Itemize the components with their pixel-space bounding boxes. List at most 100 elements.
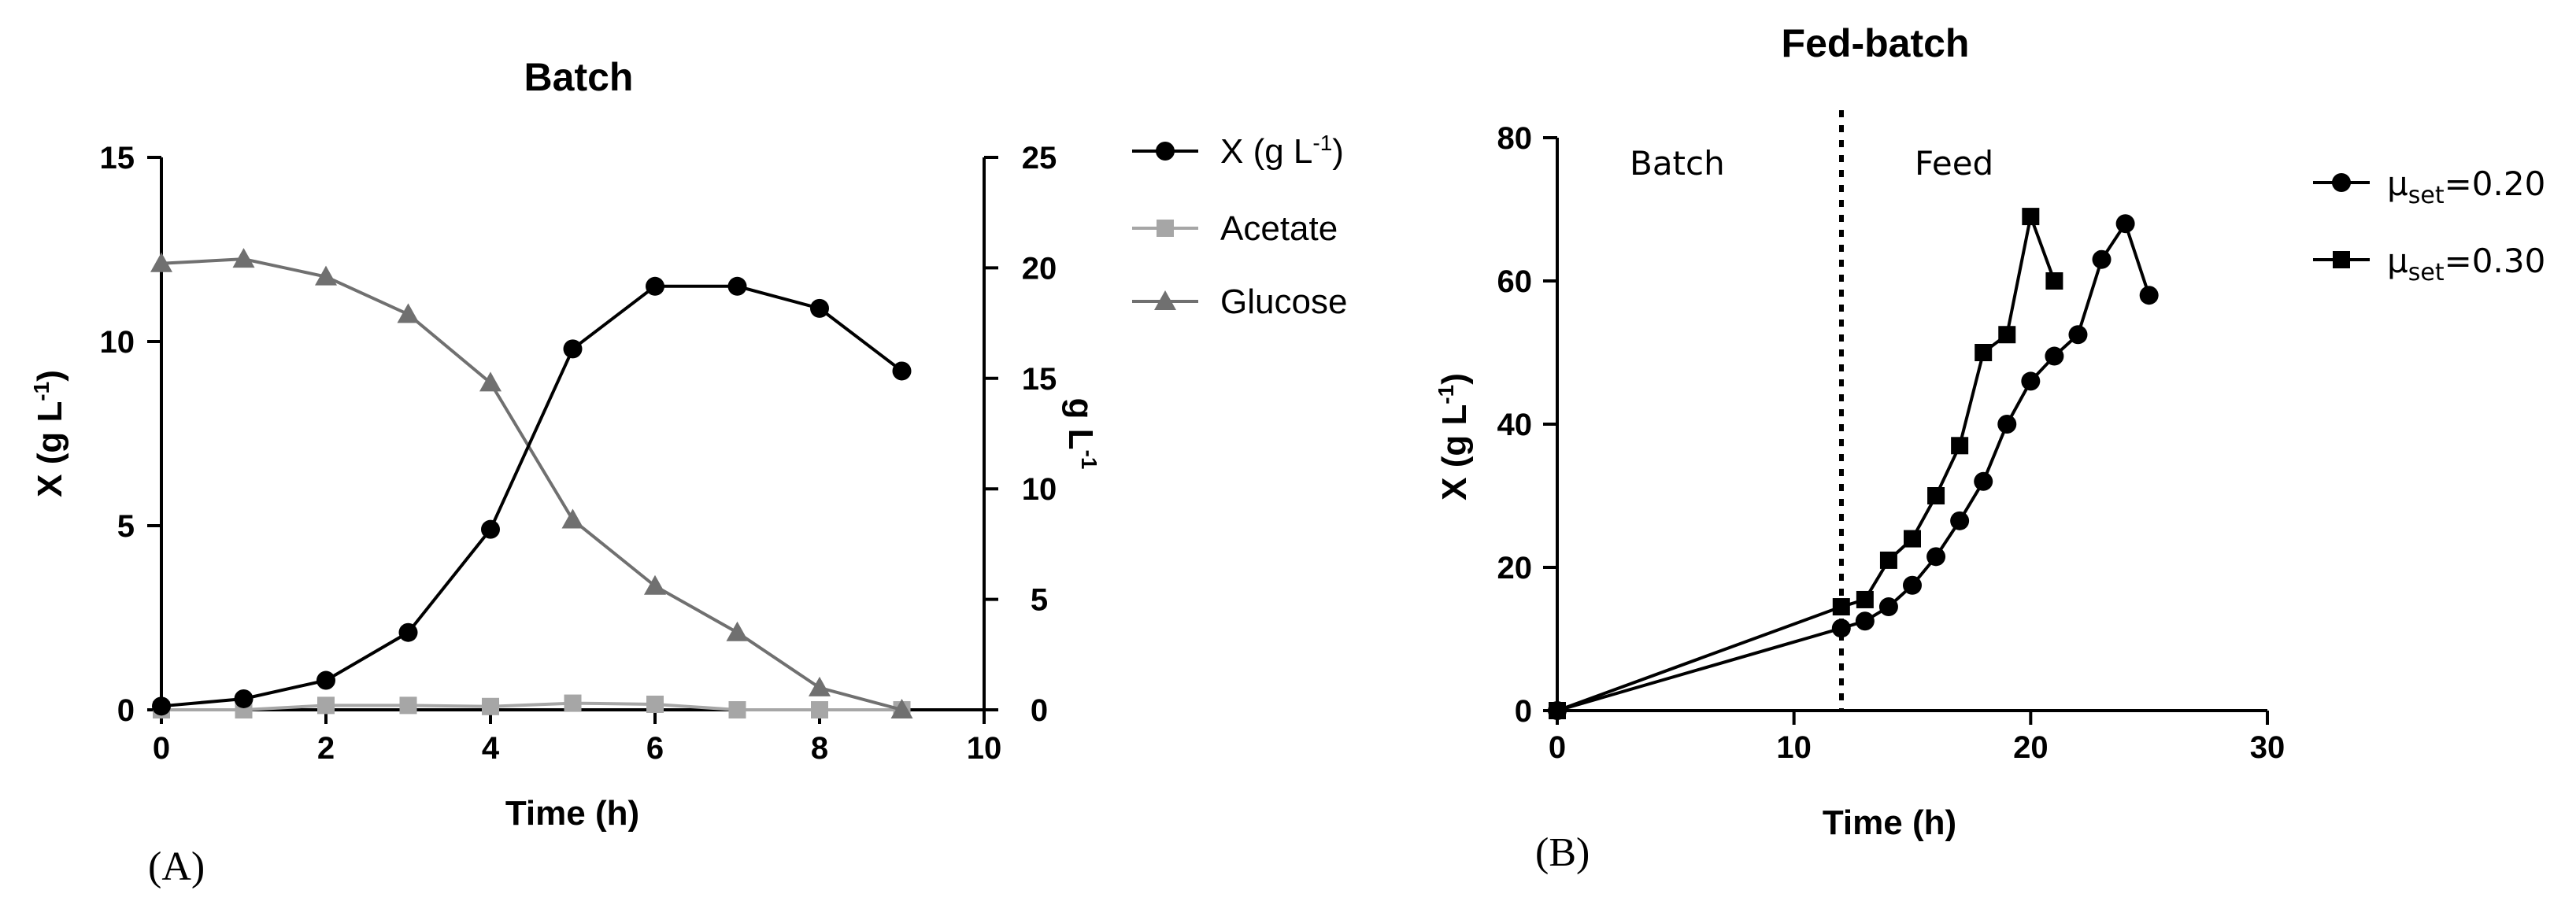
series-glucose-point [150,252,172,272]
series-mu020-point [1974,471,1993,491]
series-mu030-point [1904,530,1921,548]
series-glucose-line [161,257,903,711]
panel-a-xtick-label: 4 [482,731,500,766]
legend-acetate-marker [1157,220,1174,237]
series-glucose-point [315,265,337,286]
panel-b-xtick-label: 20 [2013,730,2049,765]
panel-b-ytick-label: 20 [1497,551,1533,585]
series-mu030-point [2022,208,2040,226]
series-acetate-point [811,701,828,718]
panel-a-legend: X (g L-1) Acetate Glucose [1132,131,1347,321]
series-mu020-line [1556,220,2151,712]
panel-a-y2tick-label: 10 [1022,472,1057,507]
series-acetate-line [161,701,902,711]
series-mu030-point [1879,551,1897,569]
panel-b-ytick-label: 60 [1497,264,1533,299]
panel-a-y2tick-label: 15 [1022,362,1057,397]
series-mu030-point [1549,702,1566,719]
series-x-point [234,689,254,708]
series-glucose-point [561,508,584,529]
series-mu020-point [1878,597,1898,617]
legend-item-mu-020: μset=0.20 [2313,164,2545,209]
series-mu020-point [1997,415,2017,434]
series-acetate-point [728,701,746,718]
series-mu020-point [2092,249,2112,269]
panel-a-y2tick-label: 20 [1022,251,1057,286]
series-acetate-point [399,696,417,715]
series-mu020-point [2139,286,2159,305]
panel-b-ytick-label: 40 [1497,408,1533,442]
panel-b-label: (B) [1535,830,1590,875]
panel-a-y2tick-label: 5 [1031,583,1048,618]
series-mu020-point [2115,214,2135,234]
series-mu020-point [1831,619,1851,638]
legend-x-marker [1156,142,1175,161]
legend-item-mu-030: μset=0.30 [2313,242,2545,286]
series-mu030-line [1556,210,2056,712]
panel-b-ytick-label: 80 [1497,121,1533,156]
series-mu030-point [1998,326,2016,344]
series-x-point [727,276,747,296]
series-mu020-point [1855,611,1875,631]
panel-b-legend: μset=0.20 μset=0.30 [2313,164,2545,286]
series-mu020-point [2021,371,2041,391]
panel-a-xtick-label: 0 [153,731,170,766]
series-glucose-point [726,621,749,641]
legend-glucose-marker [1154,290,1176,310]
legend-glucose-label: Glucose [1220,283,1347,321]
panel-a-label: (A) [148,844,205,889]
series-glucose-point [644,574,666,595]
legend-acetate-label: Acetate [1220,209,1338,248]
panel-b-title: Fed-batch [1782,21,1970,65]
series-x-point [810,298,829,318]
legend-item-acetate: Acetate [1132,209,1338,248]
panel-b-xlabel: Time (h) [1823,803,1956,842]
series-mu030-point [1832,598,1850,616]
panel-a-ytick-label: 15 [100,141,135,175]
panel-a-ylabel: X (g L-1) [29,370,69,497]
panel-a-xtick-label: 8 [811,731,828,766]
series-mu020-point [1950,511,1970,530]
panel-a-batch: Batch 0 2 4 6 8 10 0 5 10 15 0 5 10 15 20 25 Time (h) X… [29,55,1347,889]
series-mu030-point [1856,590,1874,608]
series-x-point [152,696,171,716]
series-mu030-point [1951,437,1969,455]
series-glucose-point [809,676,831,696]
panel-a-ytick-label: 5 [117,509,135,544]
panel-b-ytick-label: 0 [1515,694,1532,729]
panel-a-xtick-label: 2 [317,731,335,766]
panel-b-xtick-label: 0 [1549,730,1566,765]
panel-a-xlabel: Time (h) [505,794,639,833]
panel-a-y2tick-label: 0 [1031,693,1048,728]
series-mu020-point [1926,547,1946,567]
legend-mu020-marker [2332,173,2351,192]
series-mu020-point [2068,325,2088,345]
series-mu030-point [1927,487,1945,504]
panel-b-fed-batch: Fed-batch Batch Feed 0 10 20 30 0 20 40 60 80 Ti… [1434,21,2545,875]
series-mu020-point [1903,575,1922,595]
series-x-line [161,284,903,708]
legend-mu020-label: μset=0.20 [2387,164,2545,209]
panel-a-title: Batch [524,55,634,99]
annotation-feed: Feed [1915,144,1993,183]
series-x-point [316,670,335,690]
panel-a-ytick-label: 10 [100,325,135,360]
series-x-point [398,622,418,642]
series-acetate-point [564,694,582,712]
panel-b-xtick-label: 30 [2250,730,2285,765]
panel-a-xtick-label: 6 [646,731,664,766]
panel-b-xtick-label: 10 [1776,730,1812,765]
panel-a-y2tick-label: 25 [1022,141,1057,175]
legend-mu030-label: μset=0.30 [2387,242,2545,286]
series-acetate-point [482,697,499,715]
series-x-point [646,276,664,296]
series-glucose-point [890,699,913,718]
panel-a-xtick-label: 10 [967,731,1002,766]
series-acetate-point [646,695,664,713]
series-glucose-point [232,248,255,268]
panel-b-ylabel: X (g L-1) [1434,373,1474,500]
series-mu020-point [2045,346,2064,366]
series-x-point [563,339,583,359]
panel-a-y2label: g L-1 [1061,398,1101,470]
